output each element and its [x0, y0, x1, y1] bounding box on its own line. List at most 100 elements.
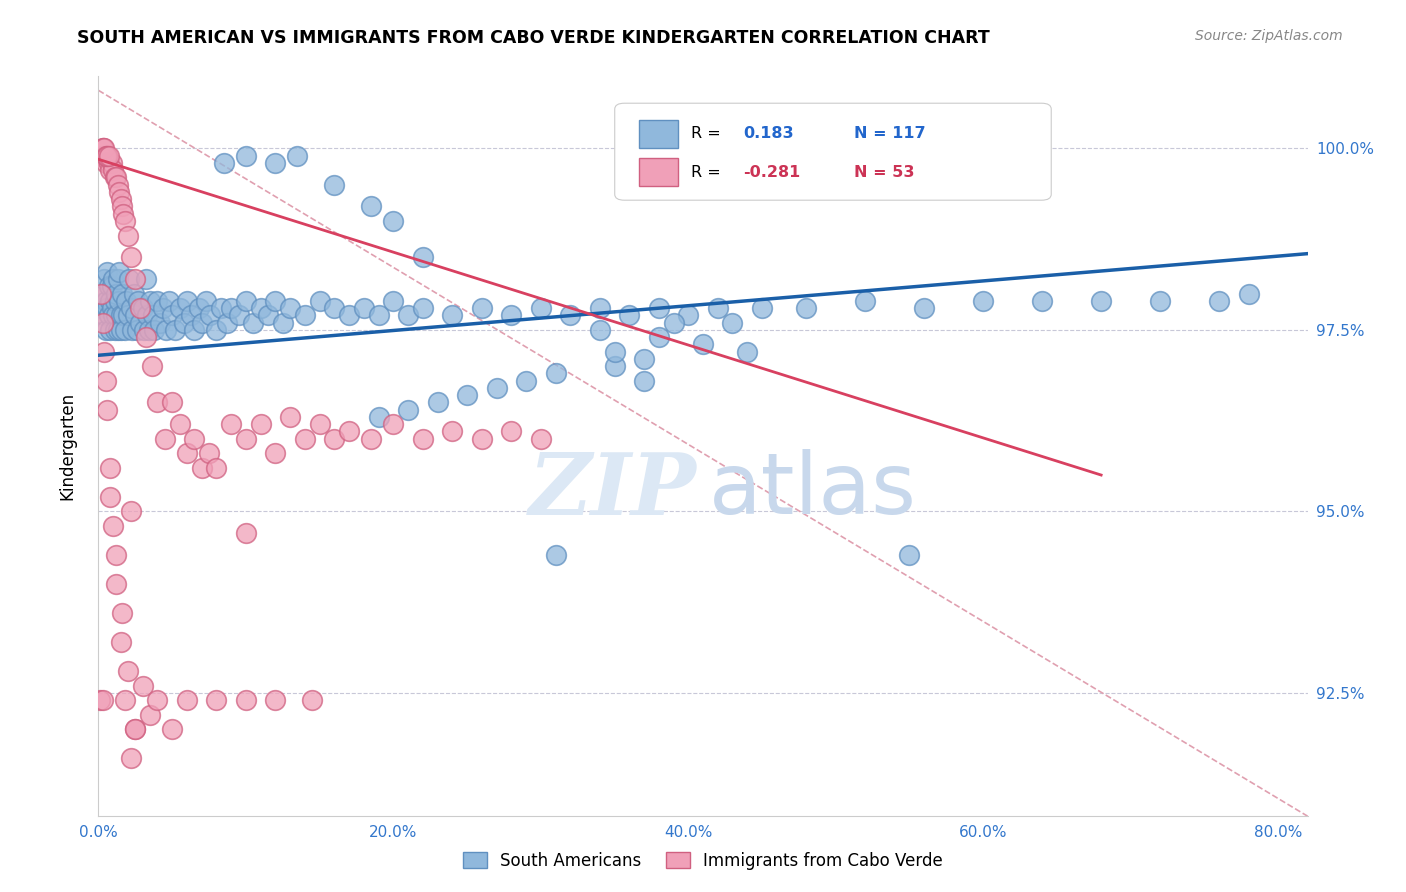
Point — [382, 214, 405, 228]
Point — [249, 417, 271, 432]
Point — [114, 323, 136, 337]
Point — [124, 722, 146, 736]
Point — [169, 417, 191, 432]
Point — [100, 301, 122, 315]
Point — [152, 301, 174, 315]
Point — [110, 192, 132, 206]
Point — [93, 141, 115, 155]
Point — [90, 149, 112, 163]
Point — [235, 293, 257, 308]
Point — [228, 309, 250, 323]
Point — [115, 293, 138, 308]
Point — [337, 309, 360, 323]
Point — [308, 417, 330, 432]
Point — [633, 374, 655, 388]
Point — [118, 272, 141, 286]
Point — [589, 323, 612, 337]
Point — [367, 309, 389, 323]
Point — [721, 316, 744, 330]
Point — [195, 293, 218, 308]
Point — [176, 446, 198, 460]
Point — [633, 351, 655, 366]
Point — [169, 301, 191, 315]
Point — [94, 149, 117, 163]
Point — [198, 446, 221, 460]
Point — [139, 293, 162, 308]
Point — [1031, 293, 1053, 308]
Point — [264, 446, 287, 460]
Point — [96, 149, 118, 163]
Point — [264, 693, 287, 707]
Point — [101, 272, 124, 286]
Point — [105, 286, 128, 301]
Point — [90, 286, 112, 301]
Point — [278, 409, 301, 424]
Point — [91, 316, 114, 330]
Point — [242, 316, 264, 330]
Text: R =: R = — [690, 126, 725, 141]
Point — [471, 301, 494, 315]
Text: N = 117: N = 117 — [855, 126, 925, 141]
Point — [337, 425, 360, 439]
Point — [205, 460, 228, 475]
Point — [471, 432, 494, 446]
Point — [173, 316, 195, 330]
Point — [117, 309, 139, 323]
Point — [101, 309, 124, 323]
Point — [264, 293, 287, 308]
Point — [560, 309, 582, 323]
Point — [751, 301, 773, 315]
Point — [794, 301, 817, 315]
Point — [94, 156, 117, 170]
Point — [530, 301, 553, 315]
Point — [97, 309, 120, 323]
Point — [972, 293, 994, 308]
Point — [93, 272, 115, 286]
Point — [97, 279, 120, 293]
Point — [120, 504, 142, 518]
Point — [187, 301, 209, 315]
Point — [501, 309, 523, 323]
Point — [117, 664, 139, 678]
Point — [735, 344, 758, 359]
FancyBboxPatch shape — [638, 120, 678, 148]
FancyBboxPatch shape — [614, 103, 1052, 200]
Point — [160, 722, 183, 736]
Point — [501, 425, 523, 439]
Point — [104, 170, 127, 185]
Point — [120, 301, 142, 315]
Point — [301, 693, 323, 707]
Legend: South Americans, Immigrants from Cabo Verde: South Americans, Immigrants from Cabo Ve… — [457, 846, 949, 877]
Point — [110, 309, 132, 323]
Point — [120, 250, 142, 264]
Point — [111, 199, 134, 213]
Point — [107, 323, 129, 337]
Point — [853, 293, 876, 308]
Point — [160, 395, 183, 409]
Point — [1149, 293, 1171, 308]
Point — [98, 490, 121, 504]
Y-axis label: Kindergarten: Kindergarten — [58, 392, 76, 500]
Point — [619, 309, 641, 323]
Point — [114, 214, 136, 228]
Point — [111, 286, 134, 301]
Point — [648, 301, 671, 315]
Point — [146, 293, 169, 308]
Text: atlas: atlas — [709, 449, 917, 532]
Point — [98, 293, 121, 308]
Point — [157, 293, 180, 308]
Point — [108, 185, 131, 199]
Point — [107, 272, 129, 286]
Point — [515, 374, 537, 388]
Point — [287, 149, 309, 163]
Point — [141, 359, 163, 373]
Point — [692, 337, 714, 351]
Point — [294, 432, 316, 446]
Point — [323, 432, 346, 446]
Point — [94, 374, 117, 388]
Point — [176, 693, 198, 707]
Point — [308, 293, 330, 308]
Point — [105, 577, 128, 591]
Point — [108, 293, 131, 308]
Text: N = 53: N = 53 — [855, 164, 915, 179]
